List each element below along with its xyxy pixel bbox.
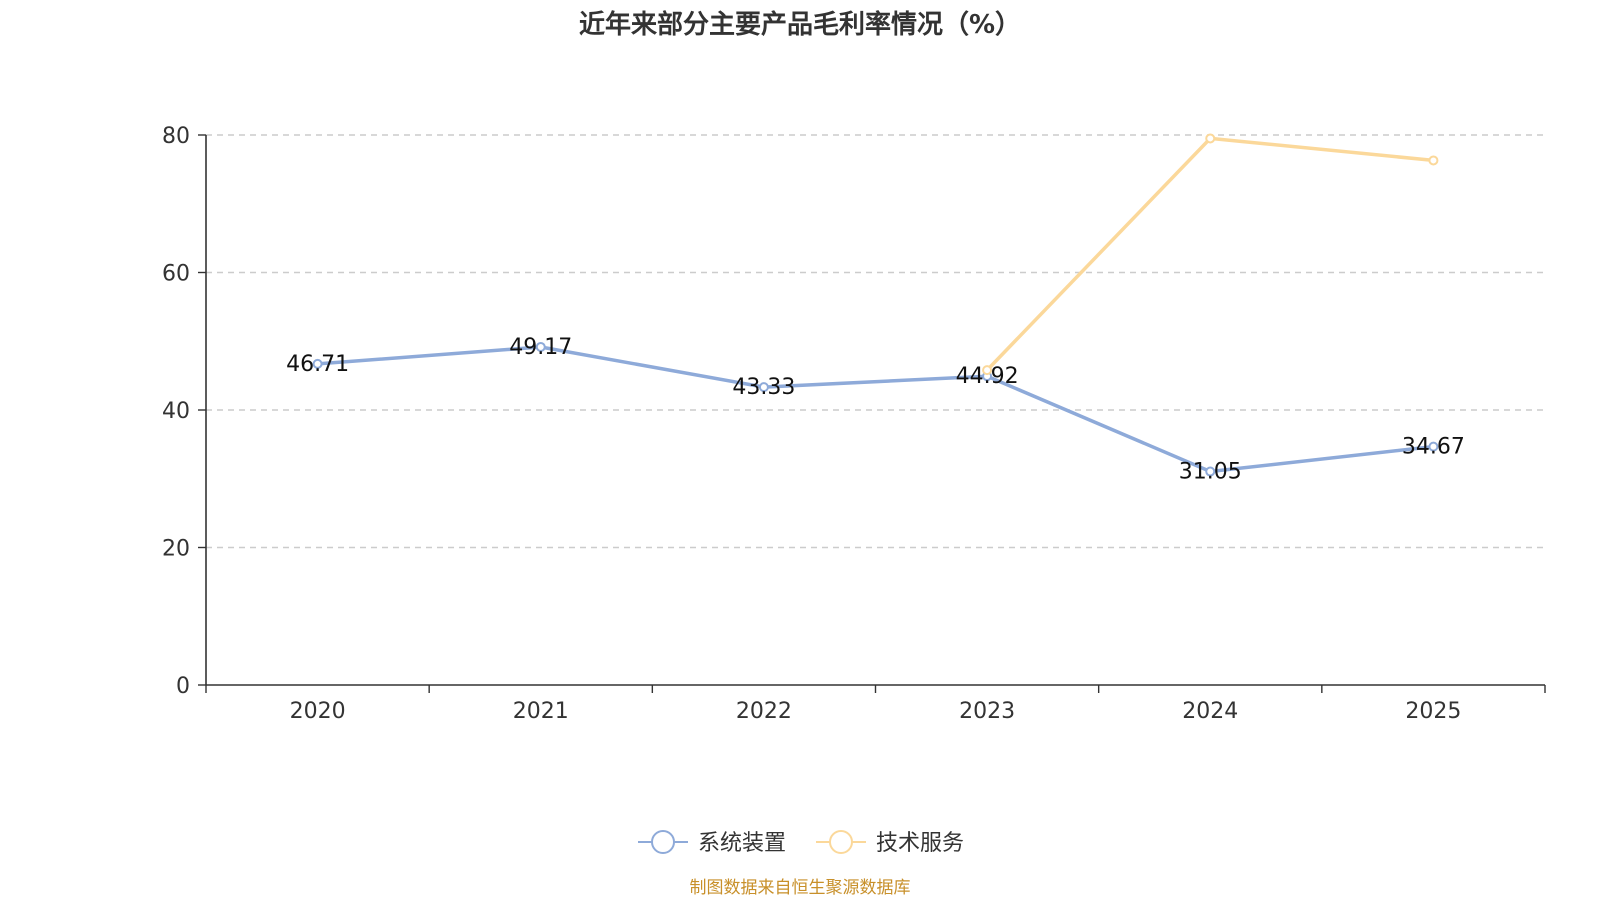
legend-label-1: 技术服务 <box>876 831 964 856</box>
legend-marker-0 <box>651 830 675 854</box>
x-tick-label: 2023 <box>959 699 1015 724</box>
data-label: 44.92 <box>956 364 1019 389</box>
legend-marker-1 <box>829 830 853 854</box>
data-label: 43.33 <box>732 375 795 400</box>
source-note: 制图数据来自恒生聚源数据库 <box>690 878 911 898</box>
y-tick-label: 0 <box>176 674 190 699</box>
grid-lines <box>206 134 1545 549</box>
data-labels: 46.71 49.17 43.33 44.92 31.05 34.67 <box>286 335 1465 485</box>
x-tick-label: 2024 <box>1182 699 1238 724</box>
data-point <box>1428 441 1439 452</box>
y-tick-label: 40 <box>162 399 190 424</box>
y-axis-ticks: 0 20 40 60 80 <box>162 124 206 699</box>
data-point <box>312 358 323 369</box>
chart-title: 近年来部分主要产品毛利率情况（%） <box>579 9 1021 40</box>
x-axis-ticks: 2020 2021 2022 2023 2024 2025 <box>205 685 1546 724</box>
data-label: 46.71 <box>286 352 349 377</box>
data-label: 31.05 <box>1179 460 1242 485</box>
x-tick-label: 2022 <box>736 699 792 724</box>
y-tick-label: 20 <box>162 537 190 562</box>
data-point <box>535 341 546 352</box>
data-label: 49.17 <box>509 335 572 360</box>
data-point <box>1428 155 1439 166</box>
y-tick-label: 80 <box>162 124 190 149</box>
data-point <box>1205 133 1216 144</box>
data-point <box>758 382 769 393</box>
x-tick-label: 2021 <box>513 699 569 724</box>
legend[interactable]: 系统装置 技术服务 <box>638 830 964 856</box>
series-group <box>312 133 1439 477</box>
x-tick-label: 2020 <box>290 699 346 724</box>
data-point <box>982 365 993 376</box>
x-tick-label: 2025 <box>1405 699 1461 724</box>
legend-label-0: 系统装置 <box>698 831 786 856</box>
series-line-0 <box>317 345 1434 474</box>
data-label: 34.67 <box>1402 435 1465 460</box>
y-tick-label: 60 <box>162 262 190 287</box>
series-line-1 <box>985 136 1434 372</box>
data-point <box>1205 466 1216 477</box>
